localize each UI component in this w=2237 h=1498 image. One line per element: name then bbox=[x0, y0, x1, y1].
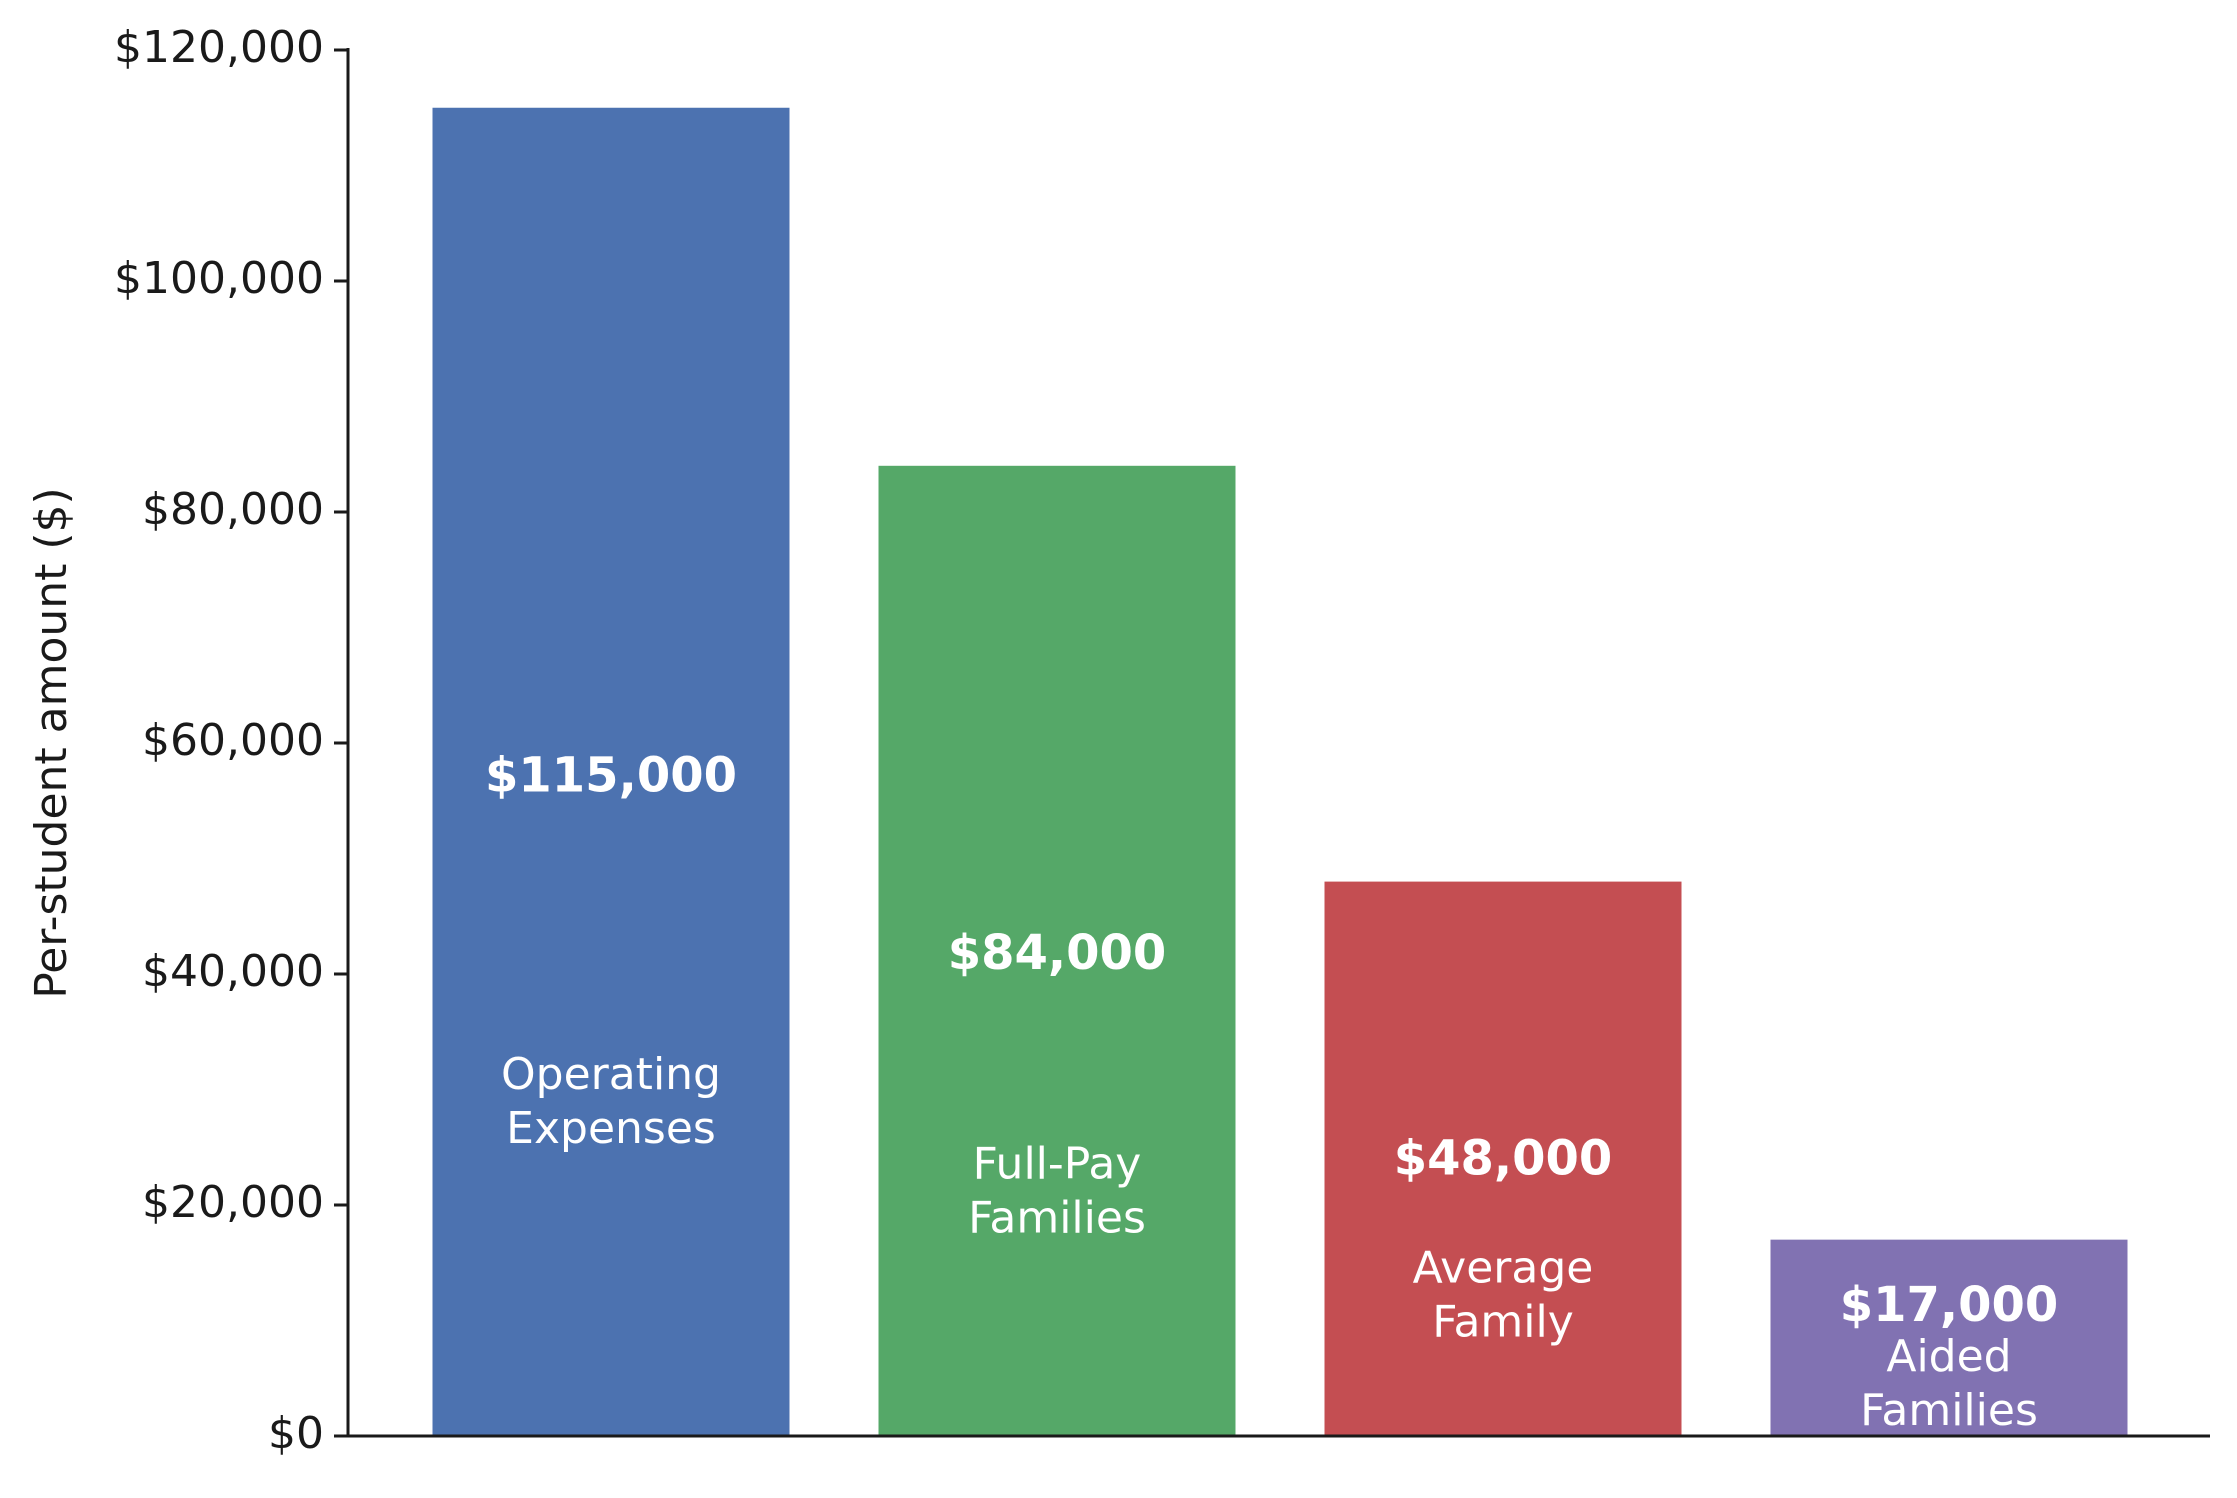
bar-category-label: Expenses bbox=[506, 1103, 716, 1154]
y-axis-label: Per-student amount ($) bbox=[26, 487, 77, 998]
bar-category-label: Average bbox=[1413, 1242, 1594, 1293]
bar-category-label: Family bbox=[1432, 1296, 1574, 1347]
y-tick-label: $80,000 bbox=[142, 484, 324, 535]
bar-category-label: Aided bbox=[1886, 1331, 2011, 1382]
bar-4 bbox=[1770, 1239, 2128, 1436]
y-tick-label: $20,000 bbox=[142, 1177, 324, 1228]
bars-layer bbox=[432, 107, 2128, 1436]
bar-1 bbox=[432, 107, 790, 1436]
axes-layer: $0 $20,000 $40,000 $60,000 $80,000 $100,000 $1… bbox=[26, 22, 2210, 1459]
bar-value-label: $17,000 bbox=[1840, 1277, 2059, 1333]
bar-2 bbox=[878, 465, 1236, 1436]
bar-value-label: $115,000 bbox=[485, 748, 737, 804]
bar-category-label: Full-Pay bbox=[973, 1138, 1142, 1189]
bar-3 bbox=[1324, 881, 1682, 1436]
y-tick-label: $0 bbox=[268, 1408, 324, 1459]
bar-category-label: Families bbox=[968, 1192, 1146, 1243]
y-tick-label: $40,000 bbox=[142, 946, 324, 997]
bar-category-label: Operating bbox=[501, 1049, 721, 1100]
y-tick-label: $60,000 bbox=[142, 715, 324, 766]
y-tick-label: $120,000 bbox=[114, 22, 324, 73]
y-tick-label: $100,000 bbox=[114, 253, 324, 304]
bar-category-label: Families bbox=[1860, 1385, 2038, 1436]
bar-value-label: $84,000 bbox=[948, 925, 1167, 981]
bar-value-label: $48,000 bbox=[1394, 1131, 1613, 1187]
